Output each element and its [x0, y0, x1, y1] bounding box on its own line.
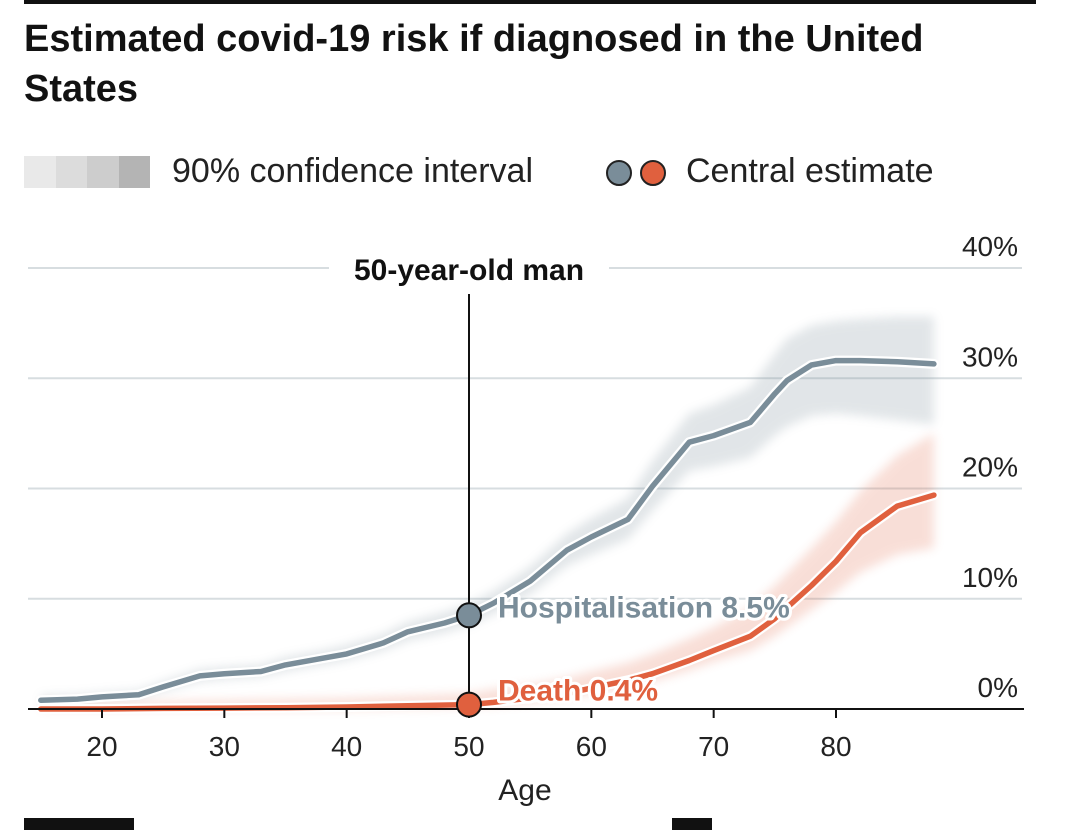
legend-death-dot — [640, 160, 666, 186]
next-section-heading-edge — [24, 818, 134, 830]
x-tick-label-60: 60 — [576, 731, 607, 762]
legend: 90% confidence interval Central estimate — [24, 148, 1024, 196]
x-tick-label-80: 80 — [820, 731, 851, 762]
y-tick-label-0: 0% — [978, 672, 1018, 703]
chart-title: Estimated covid-19 risk if diagnosed in … — [24, 18, 924, 110]
x-tick-label-30: 30 — [209, 731, 240, 762]
top-rule — [24, 0, 1036, 4]
central-lines — [35, 355, 939, 714]
risk-chart: 0% 10% 20% 30% 40% 20 30 40 50 60 70 80 50-year-old… — [28, 231, 1024, 807]
confidence-band-death — [40, 433, 934, 709]
hospitalisation-point — [456, 602, 482, 629]
hospitalisation-label-halo: Hospitalisation 8.5% — [498, 591, 790, 624]
confidence-bands — [40, 316, 934, 709]
y-tick-label-30: 30% — [962, 341, 1018, 372]
death-label-halo: Death 0.4% — [498, 675, 658, 708]
x-tick-label-40: 40 — [331, 731, 362, 762]
x-axis-label: Age — [498, 774, 551, 807]
selected-age-heading: 50-year-old man — [354, 254, 584, 287]
line-death — [38, 492, 937, 712]
x-tick-label-70: 70 — [698, 731, 729, 762]
x-tick-label-20: 20 — [86, 731, 117, 762]
line-hospitalisation — [38, 357, 937, 703]
confidence-band-hospitalisation — [40, 316, 934, 704]
legend-confidence-label: 90% confidence interval — [172, 152, 534, 190]
legend-central-estimate-label: Central estimate — [686, 152, 934, 190]
selected-heading-bg — [329, 248, 609, 288]
y-tick-label-20: 20% — [962, 452, 1018, 483]
death-point — [456, 691, 482, 718]
next-section-heading-edge-2 — [672, 818, 712, 830]
legend-hospitalisation-dot — [606, 160, 632, 186]
hospitalisation-label: Hospitalisation 8.5% — [498, 591, 790, 624]
x-tick-label-50: 50 — [453, 731, 484, 762]
y-tick-label-10: 10% — [962, 562, 1018, 593]
confidence-interval-swatch — [24, 156, 150, 188]
y-tick-label-40: 40% — [962, 231, 1018, 262]
axis-layer: 0% 10% 20% 30% 40% 20 30 40 50 60 70 80 — [28, 231, 1024, 762]
death-label: Death 0.4% — [498, 675, 658, 708]
